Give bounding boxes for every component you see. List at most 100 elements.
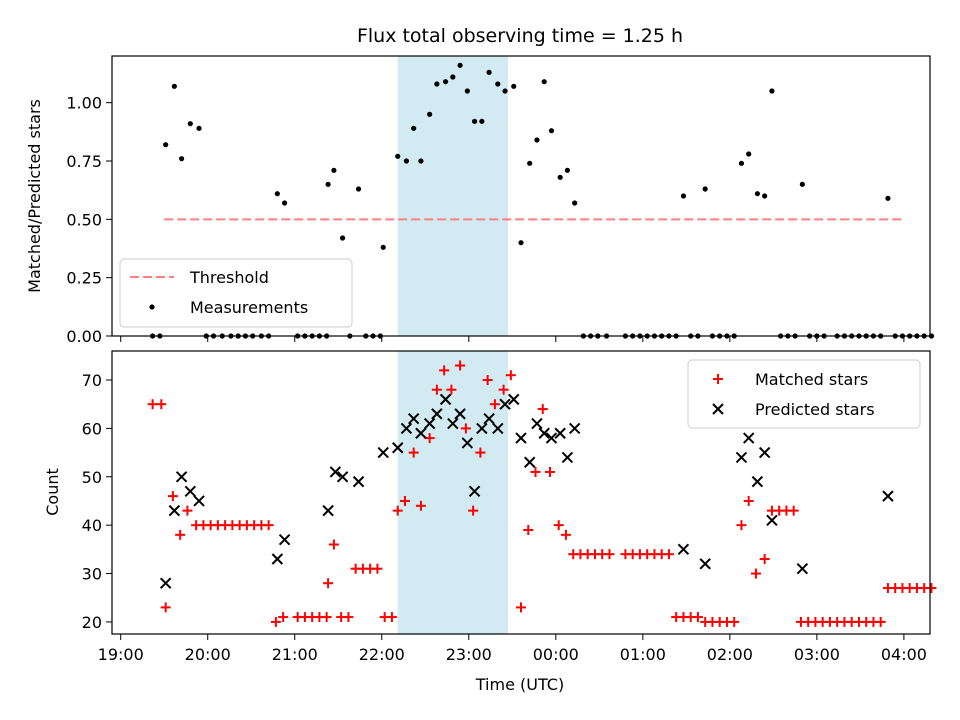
measurement-point: [762, 193, 768, 199]
predicted-star-point: [492, 422, 504, 435]
measurement-point: [511, 83, 517, 89]
bottom-y-axis-label: Count: [43, 468, 62, 516]
top-y-tick-label: 0.25: [66, 269, 102, 288]
predicted-star-point: [423, 417, 436, 430]
measurement-point: [179, 156, 185, 162]
matched-star-point: [530, 466, 541, 477]
predicted-star-point: [882, 490, 894, 502]
predicted-star-point: [515, 432, 527, 444]
measurement-point: [427, 111, 433, 117]
matched-star-point: [553, 520, 564, 531]
matched-star-point: [175, 529, 186, 540]
x-tick-label: 02:00: [707, 645, 753, 664]
matched-star-point: [399, 495, 410, 506]
predicted-star-point: [508, 393, 520, 406]
matched-star-point: [408, 447, 419, 458]
matched-star-point: [475, 447, 486, 458]
predicted-star-point: [531, 417, 543, 430]
measurement-point: [799, 181, 805, 187]
matched-star-point: [431, 384, 442, 395]
matched-star-point: [182, 505, 193, 516]
measurement-point: [403, 158, 410, 164]
bottom-y-tick-label: 50: [82, 468, 102, 487]
predicted-star-point: [523, 456, 536, 468]
measurement-point: [502, 88, 508, 94]
x-tick-label: 03:00: [794, 645, 840, 664]
matched-star-point: [270, 616, 281, 627]
top-y-axis: 0.00 0.25 0.50 0.75 1.00: [66, 94, 112, 346]
measurement-point: [702, 186, 708, 192]
predicted-star-point: [168, 504, 181, 517]
matched-star-point: [537, 404, 548, 415]
bottom-panel: 20 30 40 50 60 70 19:00 20:00 21:00 22:00 23:00 00…: [43, 350, 937, 694]
matched-star-point: [926, 583, 937, 594]
measurement-point: [541, 79, 547, 85]
measurement-point: [434, 81, 440, 87]
measurement-point: [281, 200, 288, 206]
chart-title: Flux total observing time = 1.25 h: [357, 25, 683, 47]
predicted-star-point: [159, 577, 172, 589]
measurement-point: [355, 186, 362, 192]
x-tick-label: 22:00: [359, 645, 405, 664]
predicted-star-point: [193, 495, 205, 507]
matched-star-point: [750, 568, 761, 579]
matched-star-point: [663, 549, 674, 560]
matched-stars-series: [147, 360, 937, 627]
measurement-point: [746, 151, 752, 157]
matched-star-point: [147, 399, 158, 410]
predicted-star-point: [758, 446, 771, 459]
predicted-star-point: [796, 562, 809, 575]
predicted-star-point: [377, 446, 389, 459]
measurement-point: [754, 191, 761, 197]
predicted-star-point: [392, 442, 404, 454]
top-highlight-span: [397, 56, 508, 336]
predicted-star-point: [352, 475, 365, 488]
x-tick-label: 00:00: [533, 645, 579, 664]
measurement-point: [518, 240, 524, 246]
x-axis-label: Time (UTC): [475, 675, 564, 694]
legend-threshold-label: Threshold: [189, 268, 269, 287]
measurement-point: [769, 88, 775, 94]
predicted-star-point: [568, 422, 581, 435]
bottom-y-tick-label: 40: [82, 516, 102, 535]
x-tick-label: 23:00: [446, 645, 492, 664]
matched-star-point: [692, 612, 703, 623]
bottom-y-tick-label: 20: [82, 613, 102, 632]
measurement-point: [442, 79, 449, 85]
measurement-point: [564, 167, 571, 173]
predicted-star-point: [538, 427, 550, 439]
matched-star-point: [516, 602, 526, 613]
predicted-star-point: [461, 437, 474, 449]
matched-star-point: [446, 384, 457, 395]
predicted-star-point: [415, 427, 427, 439]
predicted-star-point: [699, 558, 711, 570]
matched-star-point: [392, 505, 403, 516]
top-y-tick-label: 1.00: [66, 94, 102, 113]
matched-star-point: [372, 563, 383, 574]
predicted-star-point: [407, 413, 420, 425]
bottom-y-tick-label: 60: [82, 419, 102, 438]
measurement-point: [418, 158, 424, 164]
predicted-star-point: [271, 553, 284, 565]
measurement-point: [457, 62, 463, 68]
measurement-point: [534, 137, 540, 143]
measurement-point: [395, 153, 401, 159]
measurement-point: [680, 193, 687, 199]
matched-star-point: [743, 495, 754, 506]
bottom-y-tick-label: 70: [82, 371, 102, 390]
top-y-tick-label: 0.75: [66, 152, 102, 171]
x-tick-label: 01:00: [620, 645, 666, 664]
predicted-star-point: [468, 485, 481, 497]
top-plot-frame: [111, 55, 931, 337]
matched-star-point: [788, 505, 799, 516]
matched-star-point: [498, 384, 509, 395]
predicted-star-point: [766, 514, 778, 527]
matched-star-point: [263, 520, 274, 531]
matched-star-point: [323, 578, 334, 589]
predicted-star-point: [483, 413, 495, 425]
matched-star-point: [386, 612, 397, 623]
matched-star-point: [439, 365, 450, 376]
matched-star-point: [505, 370, 516, 381]
predicted-star-point: [545, 432, 558, 444]
